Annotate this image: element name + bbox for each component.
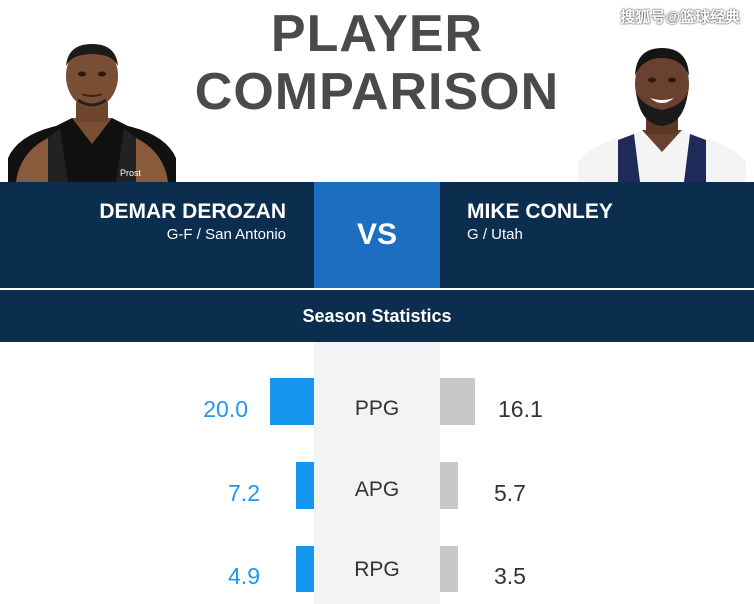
- page-title-line1: PLAYER: [270, 5, 484, 63]
- jersey-sponsor: Prost: [120, 168, 142, 178]
- stat-right-value: 3.5: [494, 563, 526, 589]
- stat-left-bar: [270, 378, 314, 425]
- stat-label: RPG: [354, 558, 400, 581]
- player-right-meta: G / Utah: [467, 226, 523, 243]
- vs-badge: VS: [314, 182, 440, 288]
- banner-divider: [0, 288, 754, 290]
- player-right-name: MIKE CONLEY: [467, 200, 613, 223]
- player-left-portrait: Prost: [8, 44, 176, 182]
- player-left-meta: G-F / San Antonio: [166, 226, 286, 243]
- player-right-portrait: [578, 48, 746, 182]
- stat-left-bar: [296, 462, 314, 509]
- section-title: Season Statistics: [0, 290, 754, 342]
- page-title-line2: COMPARISON: [194, 63, 560, 121]
- stat-right-value: 5.7: [494, 480, 526, 506]
- stat-right-bar: [440, 546, 458, 592]
- stat-right-value: 16.1: [498, 396, 543, 422]
- stat-label: PPG: [354, 397, 400, 420]
- stat-right-bar: [440, 378, 475, 425]
- stat-left-value: 7.2: [228, 480, 260, 506]
- stat-left-bar: [296, 546, 314, 592]
- stat-label: APG: [354, 478, 400, 501]
- stat-label-column: [314, 342, 440, 604]
- stat-left-value: 4.9: [228, 563, 260, 589]
- watermark: 搜狐号@篮球经典: [620, 9, 740, 26]
- stat-left-value: 20.0: [203, 396, 248, 422]
- stat-right-bar: [440, 462, 458, 509]
- player-left-name: DEMAR DEROZAN: [99, 200, 286, 223]
